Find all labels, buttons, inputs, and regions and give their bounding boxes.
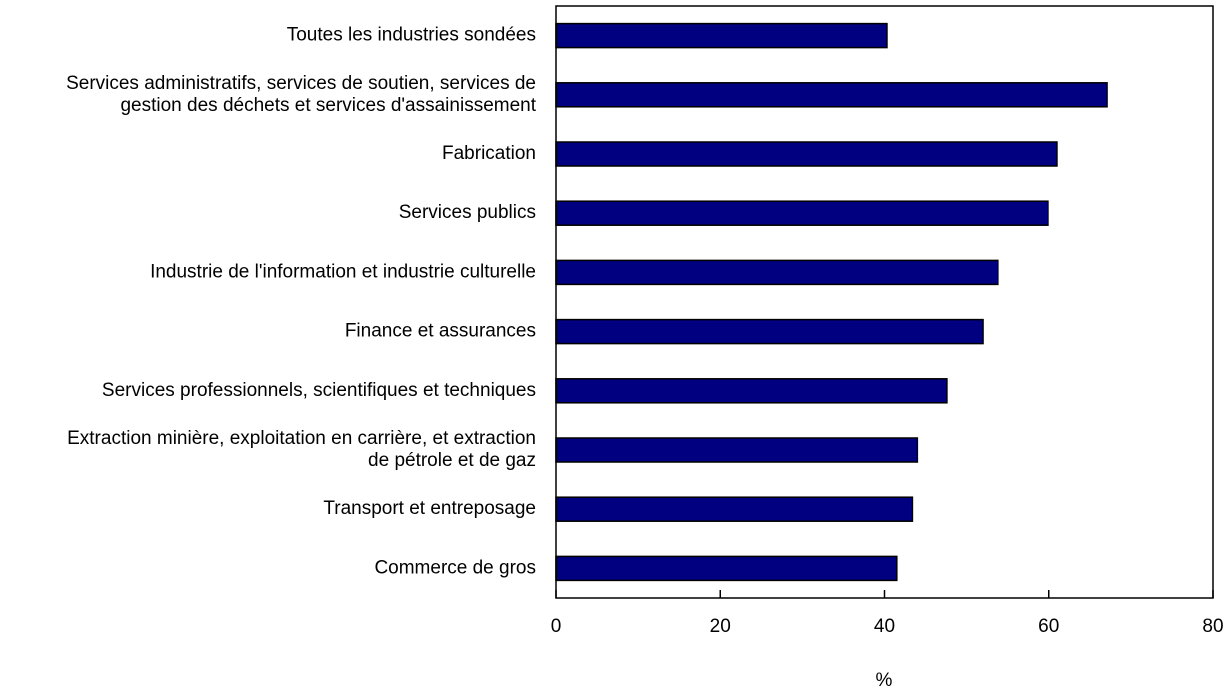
bar — [555, 437, 919, 463]
category-label: Fabrication — [442, 143, 536, 164]
bar — [555, 22, 888, 49]
category-label: Industrie de l'information et industrie … — [150, 261, 536, 282]
category-labels: Toutes les industries sondées Services ad… — [66, 25, 537, 579]
category-label: Extraction minière, exploitation en carr… — [67, 428, 536, 449]
category-label: Toutes les industries sondées — [287, 25, 536, 46]
category-label: Transport et entreposage — [323, 498, 536, 519]
category-label: Commerce de gros — [374, 557, 536, 578]
bar — [555, 318, 984, 345]
bar — [555, 496, 914, 522]
x-tick-label: 60 — [1038, 616, 1059, 637]
category-label: gestion des déchets et services d'assain… — [120, 95, 536, 116]
category-label: Services administratifs, services de sou… — [66, 73, 536, 94]
bar — [555, 200, 1049, 226]
category-label: Finance et assurances — [345, 321, 536, 342]
x-tick-label: 20 — [710, 616, 731, 637]
bar — [555, 555, 898, 582]
x-tick-label: 80 — [1202, 616, 1223, 637]
x-axis-ticks: 0 20 40 60 80 — [551, 590, 1224, 637]
bar — [555, 82, 1108, 108]
category-label: de pétrole et de gaz — [368, 450, 536, 471]
bars-group — [555, 22, 1108, 582]
x-tick-label: 0 — [551, 616, 562, 637]
x-axis-title: % — [876, 670, 893, 688]
bar — [555, 378, 948, 404]
bar — [555, 259, 999, 286]
x-tick-label: 40 — [874, 616, 895, 637]
category-label: Services publics — [399, 202, 536, 223]
bar — [555, 141, 1058, 167]
category-label: Services professionnels, scientifiques e… — [102, 380, 536, 401]
